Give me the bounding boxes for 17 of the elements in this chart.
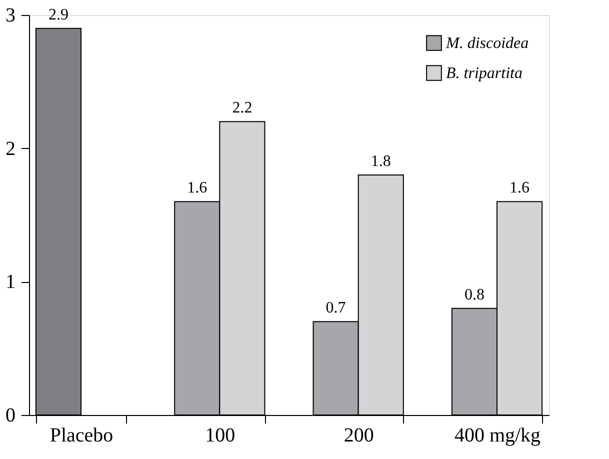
x-tick-label: 100 [205,424,236,446]
data-label: 2.2 [232,100,252,117]
x-tick-label: 400 mg/kg [454,424,541,446]
data-label: 1.8 [370,153,391,170]
y-tick-label: 1 [6,271,16,294]
data-label: 0.8 [464,286,484,304]
data-label: 1.6 [510,180,530,197]
x-tick-label: Placebo [50,424,114,446]
x-tick-label: 200 [344,424,374,446]
data-label: 1.6 [187,180,208,197]
y-tick-label: 0 [6,404,16,426]
legend-label: B. tripartita [446,65,522,82]
y-tick-label: 3 [6,4,16,26]
data-label: 0.7 [326,300,346,317]
legend-label: M. discoidea [445,35,529,52]
data-label: 2.9 [48,6,68,24]
y-tick-label: 2 [6,138,16,160]
